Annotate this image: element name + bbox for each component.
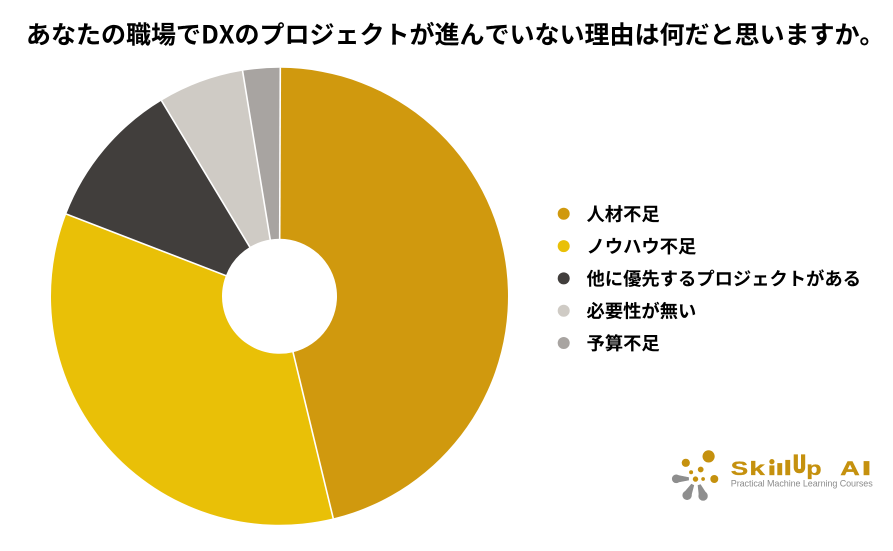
svg-text:p: p <box>806 458 821 480</box>
svg-text:Practical Machine Learning Cou: Practical Machine Learning Courses <box>731 479 873 489</box>
svg-text:S: S <box>731 457 748 479</box>
svg-text:A: A <box>840 459 860 481</box>
svg-text:k: k <box>749 458 765 480</box>
